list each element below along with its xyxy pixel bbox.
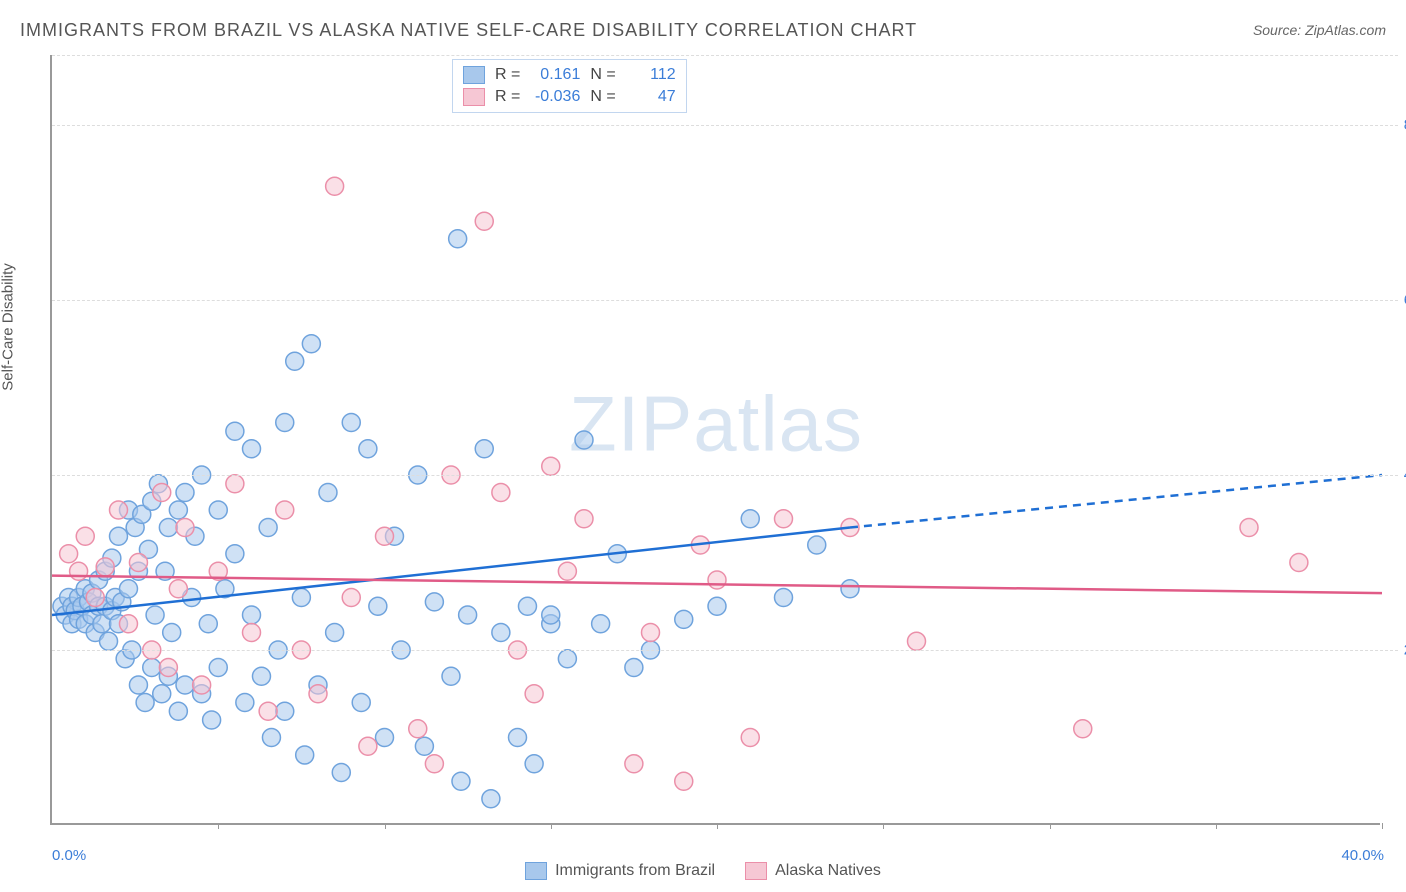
chart-title: IMMIGRANTS FROM BRAZIL VS ALASKA NATIVE … <box>20 20 917 41</box>
source-label: Source: ZipAtlas.com <box>1253 22 1386 38</box>
swatch-series2 <box>463 88 485 106</box>
legend-item-2: Alaska Natives <box>745 862 881 880</box>
gridline <box>52 55 1398 56</box>
stats-row-1: R = 0.161 N = 112 <box>463 64 676 86</box>
x-tick-mark <box>717 823 718 829</box>
r-label-1: R = <box>495 66 520 84</box>
plot-area: ZIPatlas R = 0.161 N = 112 R = -0.036 N … <box>50 55 1380 825</box>
stats-row-2: R = -0.036 N = 47 <box>463 86 676 108</box>
legend-label-1: Immigrants from Brazil <box>555 862 715 880</box>
x-tick-mark <box>385 823 386 829</box>
n-value-1: 112 <box>626 66 676 84</box>
gridline <box>52 125 1398 126</box>
gridline <box>52 475 1398 476</box>
legend-swatch-2 <box>745 862 767 880</box>
legend-label-2: Alaska Natives <box>775 862 881 880</box>
x-tick-mark <box>551 823 552 829</box>
x-tick-mark <box>1216 823 1217 829</box>
x-tick-mark <box>883 823 884 829</box>
swatch-series1 <box>463 66 485 84</box>
stats-box: R = 0.161 N = 112 R = -0.036 N = 47 <box>452 59 687 113</box>
n-label-1: N = <box>590 66 615 84</box>
legend-item-1: Immigrants from Brazil <box>525 862 715 880</box>
r-value-2: -0.036 <box>530 88 580 106</box>
gridline <box>52 650 1398 651</box>
r-value-1: 0.161 <box>530 66 580 84</box>
x-tick-mark <box>1382 823 1383 829</box>
n-value-2: 47 <box>626 88 676 106</box>
scatter-svg <box>52 55 1380 823</box>
r-label-2: R = <box>495 88 520 106</box>
bottom-legend: Immigrants from Brazil Alaska Natives <box>0 862 1406 880</box>
legend-swatch-1 <box>525 862 547 880</box>
gridline <box>52 300 1398 301</box>
y-axis-label: Self-Care Disability <box>0 263 17 391</box>
n-label-2: N = <box>590 88 615 106</box>
x-tick-mark <box>1050 823 1051 829</box>
chart-header: IMMIGRANTS FROM BRAZIL VS ALASKA NATIVE … <box>0 0 1406 48</box>
x-tick-mark <box>218 823 219 829</box>
